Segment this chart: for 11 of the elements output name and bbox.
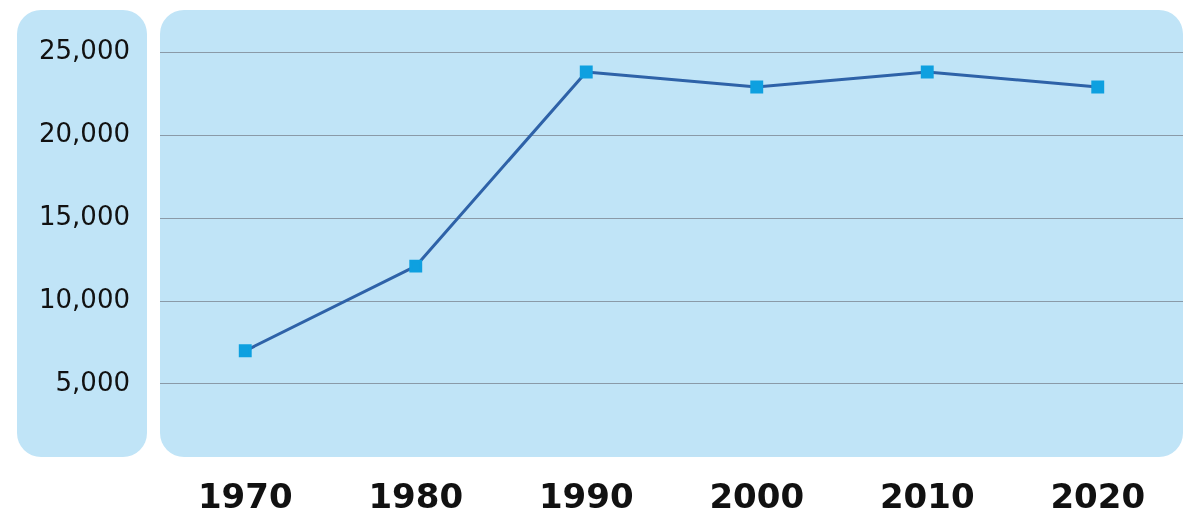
- y-tick-label: 25,000: [39, 34, 130, 65]
- x-tick-label: 1980: [368, 476, 464, 517]
- y-tick-label: 20,000: [39, 117, 130, 148]
- x-tick-label: 2000: [709, 476, 805, 517]
- y-tick-label: 10,000: [39, 283, 130, 314]
- y-tick-label: 5,000: [55, 366, 130, 397]
- x-tick-label: 1990: [538, 476, 634, 517]
- x-tick-label: 2020: [1050, 476, 1146, 517]
- x-tick-label: 1970: [197, 476, 293, 517]
- y-tick-label: 15,000: [39, 200, 130, 231]
- x-tick-label: 2010: [879, 476, 975, 517]
